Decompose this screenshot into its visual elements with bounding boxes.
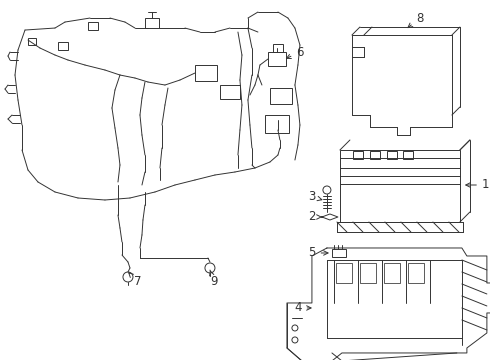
Bar	[332, 249, 346, 257]
Text: 8: 8	[408, 12, 423, 28]
Bar	[370, 151, 380, 159]
Bar	[340, 150, 460, 222]
Bar	[220, 85, 240, 99]
Bar	[58, 42, 68, 50]
Text: 1: 1	[466, 179, 490, 192]
Text: 5: 5	[308, 247, 328, 260]
Text: 4: 4	[294, 301, 311, 315]
Text: 3: 3	[308, 190, 322, 203]
Bar	[265, 115, 289, 133]
Text: 2: 2	[308, 211, 321, 224]
Bar	[273, 44, 283, 52]
Bar	[384, 263, 400, 283]
Bar	[195, 65, 217, 81]
Bar	[353, 151, 363, 159]
Bar	[145, 18, 159, 28]
Bar	[408, 263, 424, 283]
Bar	[387, 151, 397, 159]
Bar	[360, 263, 376, 283]
Bar	[28, 38, 36, 45]
Bar	[268, 52, 286, 66]
Text: 9: 9	[210, 270, 218, 288]
Text: 7: 7	[129, 273, 142, 288]
Bar	[88, 22, 98, 30]
Bar	[336, 263, 352, 283]
Bar	[270, 88, 292, 104]
Bar	[403, 151, 413, 159]
Text: 6: 6	[287, 45, 304, 59]
